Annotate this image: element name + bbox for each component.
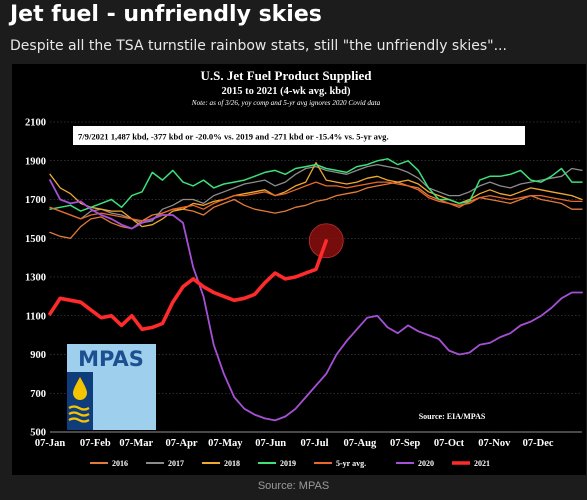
axis-layer: 500 700 900 1100 1300 1500 1700 1900 2100 07-Jan 0…: [25, 118, 582, 449]
series-line-2020: [49, 179, 583, 422]
series-line-2017: [49, 163, 583, 224]
x-tick-label: 07-Feb: [80, 438, 111, 449]
y-tick-label: 700: [30, 389, 46, 400]
x-tick-label: 07-Nov: [478, 438, 511, 449]
page-subheadline: Despite all the TSA turnstile rainbow st…: [10, 38, 507, 54]
chart-legend: 2016 2017 2018 2019 5-yr avg. 2020 2021: [90, 459, 490, 468]
legend-label: 2021: [474, 459, 490, 468]
x-tick-label: 07-May: [208, 438, 243, 449]
series-line-5-yr-avg: [49, 181, 583, 222]
series-line-2018: [49, 162, 583, 228]
legend-label: 2016: [112, 459, 128, 468]
x-tick-label: 07-Oct: [434, 438, 465, 449]
y-tick-label: 1900: [25, 156, 46, 167]
legend-item: 2019: [258, 459, 296, 468]
source-caption: Source: MPAS: [257, 480, 330, 492]
x-tick-label: 07-Mar: [119, 438, 153, 449]
chart-source-note: Source: EIA/MPAS: [419, 412, 486, 421]
x-tick-label: 07-Jan: [35, 438, 65, 449]
legend-item: 2017: [146, 459, 184, 468]
legend-item: 2018: [202, 459, 240, 468]
series-line-2021: [48, 239, 329, 332]
chart-note: Note: as of 3/26, yoy comp and 5-yr avg …: [191, 99, 381, 107]
jet-fuel-chart: U.S. Jet Fuel Product Supplied 2015 to 2…: [25, 68, 583, 468]
x-tick-label: 07-Aug: [344, 438, 377, 449]
legend-label: 2017: [168, 459, 184, 468]
logo-text: MPAS: [78, 347, 144, 371]
legend-item: 2021: [452, 459, 490, 468]
x-tick-label: 07-Jul: [301, 438, 329, 449]
x-tick-label: 07-Dec: [523, 438, 554, 449]
wave-icon: [68, 405, 90, 423]
legend-label: 5-yr avg.: [336, 459, 366, 468]
series-layer: [48, 158, 583, 422]
y-tick-label: 1300: [25, 273, 46, 284]
legend-label: 2020: [418, 459, 434, 468]
x-tick-label: 07-Apr: [166, 438, 198, 449]
legend-item: 5-yr avg.: [314, 459, 366, 468]
page-headline: Jet fuel - unfriendly skies: [10, 2, 322, 27]
legend-label: 2018: [224, 459, 240, 468]
legend-item: 2016: [90, 459, 128, 468]
y-tick-label: 900: [30, 350, 46, 361]
y-tick-label: 500: [30, 428, 46, 439]
oil-drop-icon: [73, 377, 87, 400]
x-tick-label: 07-Jun: [255, 438, 286, 449]
x-tick-label: 07-Sep: [390, 438, 420, 449]
y-tick-label: 1100: [26, 311, 46, 322]
legend-label: 2019: [280, 459, 296, 468]
legend-item: 2020: [396, 459, 434, 468]
series-line-2019: [49, 158, 583, 212]
annotation-text: 7/9/2021 1,487 kbd, -377 kbd or -20.0% v…: [78, 132, 389, 142]
y-tick-label: 1700: [25, 195, 46, 206]
y-tick-label: 1500: [25, 234, 46, 245]
chart-title: U.S. Jet Fuel Product Supplied: [201, 68, 373, 83]
chart-subtitle: 2015 to 2021 (4-wk avg. kbd): [222, 86, 351, 97]
chart-frame: U.S. Jet Fuel Product Supplied 2015 to 2…: [12, 64, 586, 475]
mpas-logo: MPAS: [67, 344, 156, 430]
y-tick-label: 2100: [25, 118, 46, 129]
annotation-box: 7/9/2021 1,487 kbd, -377 kbd or -20.0% v…: [73, 126, 525, 145]
